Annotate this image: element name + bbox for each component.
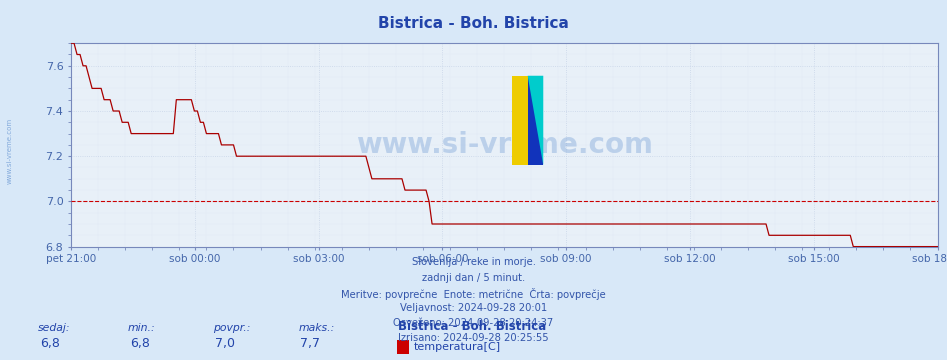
Text: povpr.:: povpr.: — [213, 323, 250, 333]
Text: 7,7: 7,7 — [300, 337, 320, 350]
Text: www.si-vreme.com: www.si-vreme.com — [7, 118, 12, 184]
Text: 6,8: 6,8 — [40, 337, 60, 350]
Text: temperatura[C]: temperatura[C] — [414, 342, 501, 352]
Text: Veljavnost: 2024-09-28 20:01: Veljavnost: 2024-09-28 20:01 — [400, 303, 547, 313]
Polygon shape — [527, 76, 544, 165]
Text: 6,8: 6,8 — [130, 337, 150, 350]
Text: sedaj:: sedaj: — [38, 323, 70, 333]
Text: Bistrica - Boh. Bistrica: Bistrica - Boh. Bistrica — [378, 16, 569, 31]
Bar — [512, 76, 527, 165]
Text: maks.:: maks.: — [298, 323, 334, 333]
Text: Slovenija / reke in morje.: Slovenija / reke in morje. — [412, 257, 535, 267]
Bar — [527, 76, 544, 165]
Text: Bistrica - Boh. Bistrica: Bistrica - Boh. Bistrica — [398, 320, 546, 333]
Text: Meritve: povprečne  Enote: metrične  Črta: povprečje: Meritve: povprečne Enote: metrične Črta:… — [341, 288, 606, 300]
Text: Osveženo: 2024-09-28 20:24:37: Osveženo: 2024-09-28 20:24:37 — [393, 318, 554, 328]
Text: Izrisano: 2024-09-28 20:25:55: Izrisano: 2024-09-28 20:25:55 — [398, 333, 549, 343]
Text: www.si-vreme.com: www.si-vreme.com — [356, 131, 652, 159]
Text: 7,0: 7,0 — [215, 337, 235, 350]
Text: zadnji dan / 5 minut.: zadnji dan / 5 minut. — [421, 273, 526, 283]
Text: min.:: min.: — [128, 323, 155, 333]
